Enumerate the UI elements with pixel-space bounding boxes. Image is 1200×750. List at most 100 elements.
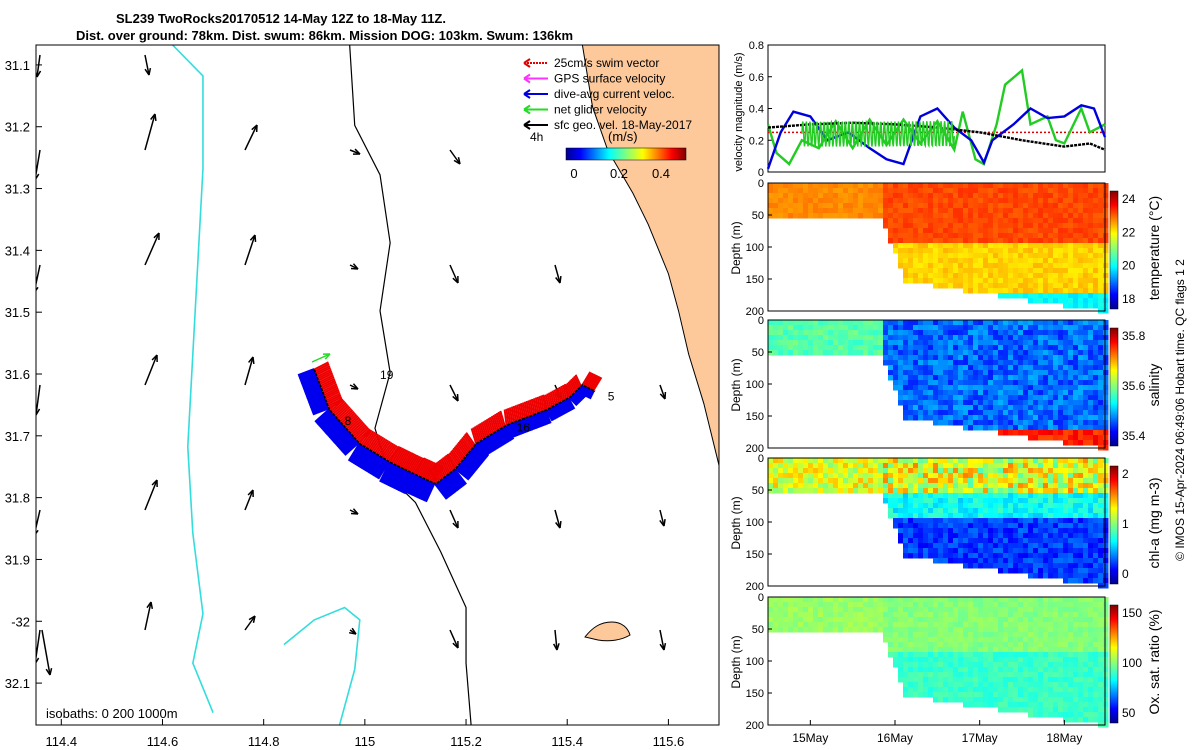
section-cell	[1088, 258, 1094, 264]
section-cell	[903, 493, 909, 499]
section-cell	[773, 488, 779, 494]
section-cell	[1063, 548, 1069, 554]
section-cell	[918, 233, 924, 239]
section-cell	[958, 375, 964, 381]
section-cell	[1043, 473, 1049, 479]
section-cell	[1083, 193, 1089, 199]
section-cell	[988, 558, 994, 564]
section-cell	[1063, 208, 1069, 214]
section-cell	[963, 263, 969, 269]
section-cell	[823, 602, 829, 608]
section-cell	[1023, 538, 1029, 544]
section-cell	[923, 612, 929, 618]
section-cell	[858, 193, 864, 199]
section-cell	[958, 325, 964, 331]
section-cell	[1003, 458, 1009, 464]
section-cell	[1018, 513, 1024, 519]
section-cell	[1083, 248, 1089, 254]
section-cell	[973, 193, 979, 199]
section-cell	[1083, 345, 1089, 351]
section-cell	[1088, 243, 1094, 249]
section-cell	[1038, 533, 1044, 539]
section-cell	[983, 365, 989, 371]
section-cell	[998, 320, 1004, 326]
section-cell	[1003, 425, 1009, 431]
section-cell	[963, 483, 969, 489]
section-cell	[878, 183, 884, 189]
geostrophic-arrow	[349, 148, 361, 155]
section-cell	[848, 607, 854, 613]
geostrophic-arrow	[36, 149, 41, 180]
section-cell	[1013, 543, 1019, 549]
section-cell	[928, 233, 934, 239]
section-cell	[838, 612, 844, 618]
section-cell	[1038, 677, 1044, 683]
section-cell	[828, 607, 834, 613]
section-cell	[998, 193, 1004, 199]
section-cell	[953, 360, 959, 366]
section-cell	[1008, 405, 1014, 411]
section-cell	[1103, 298, 1109, 304]
section-cell	[1003, 218, 1009, 224]
section-cell	[1098, 203, 1104, 209]
section-cell	[1058, 390, 1064, 396]
section-cell	[1023, 493, 1029, 499]
arrow-shaft	[36, 54, 41, 78]
section-cell	[998, 420, 1004, 426]
section-cell	[813, 617, 819, 623]
colorbar-tick-label: 2	[1122, 467, 1129, 481]
section-cell	[928, 183, 934, 189]
section-cell	[913, 503, 919, 509]
section-cell	[1053, 243, 1059, 249]
section-cell	[908, 488, 914, 494]
section-cell	[938, 320, 944, 326]
section-cell	[943, 597, 949, 603]
current-vector	[457, 464, 473, 478]
section-cell	[1073, 483, 1079, 489]
section-cell	[943, 483, 949, 489]
section-cell	[1073, 370, 1079, 376]
section-cell	[1013, 395, 1019, 401]
section-cell	[988, 228, 994, 234]
section-cell	[988, 607, 994, 613]
section-cell	[1028, 183, 1034, 189]
section-cell	[1103, 498, 1109, 504]
section-cell	[993, 657, 999, 663]
arrow-shaft	[144, 354, 158, 386]
section-cell	[958, 268, 964, 274]
section-cell	[1018, 642, 1024, 648]
section-cell	[813, 345, 819, 351]
section-cell	[1008, 345, 1014, 351]
section-cell	[1028, 493, 1034, 499]
section-cell	[1043, 188, 1049, 194]
section-cell	[898, 652, 904, 658]
section-cell	[998, 283, 1004, 289]
current-vector	[483, 437, 495, 453]
section-cell	[893, 330, 899, 336]
section-cell	[1023, 320, 1029, 326]
section-cell	[928, 415, 934, 421]
section-cell	[973, 627, 979, 633]
section-cell	[968, 652, 974, 658]
colorbar-tick-label: 22	[1122, 225, 1136, 239]
section-cell	[968, 395, 974, 401]
section-cell	[933, 345, 939, 351]
isobath-200-line	[349, 45, 472, 725]
section-cell	[1013, 330, 1019, 336]
section-cell	[768, 478, 774, 484]
section-cell	[783, 622, 789, 628]
current-vector	[301, 379, 319, 388]
section-cell	[973, 642, 979, 648]
section-cell	[798, 208, 804, 214]
section-cell	[1053, 697, 1059, 703]
section-cell	[913, 508, 919, 514]
section-cell	[893, 637, 899, 643]
section-cell	[908, 193, 914, 199]
section-cell	[768, 473, 774, 479]
section-cell	[1008, 430, 1014, 436]
section-cell	[1018, 508, 1024, 514]
section-cell	[1008, 642, 1014, 648]
current-vector-band	[297, 368, 595, 503]
section-cell	[1013, 288, 1019, 294]
